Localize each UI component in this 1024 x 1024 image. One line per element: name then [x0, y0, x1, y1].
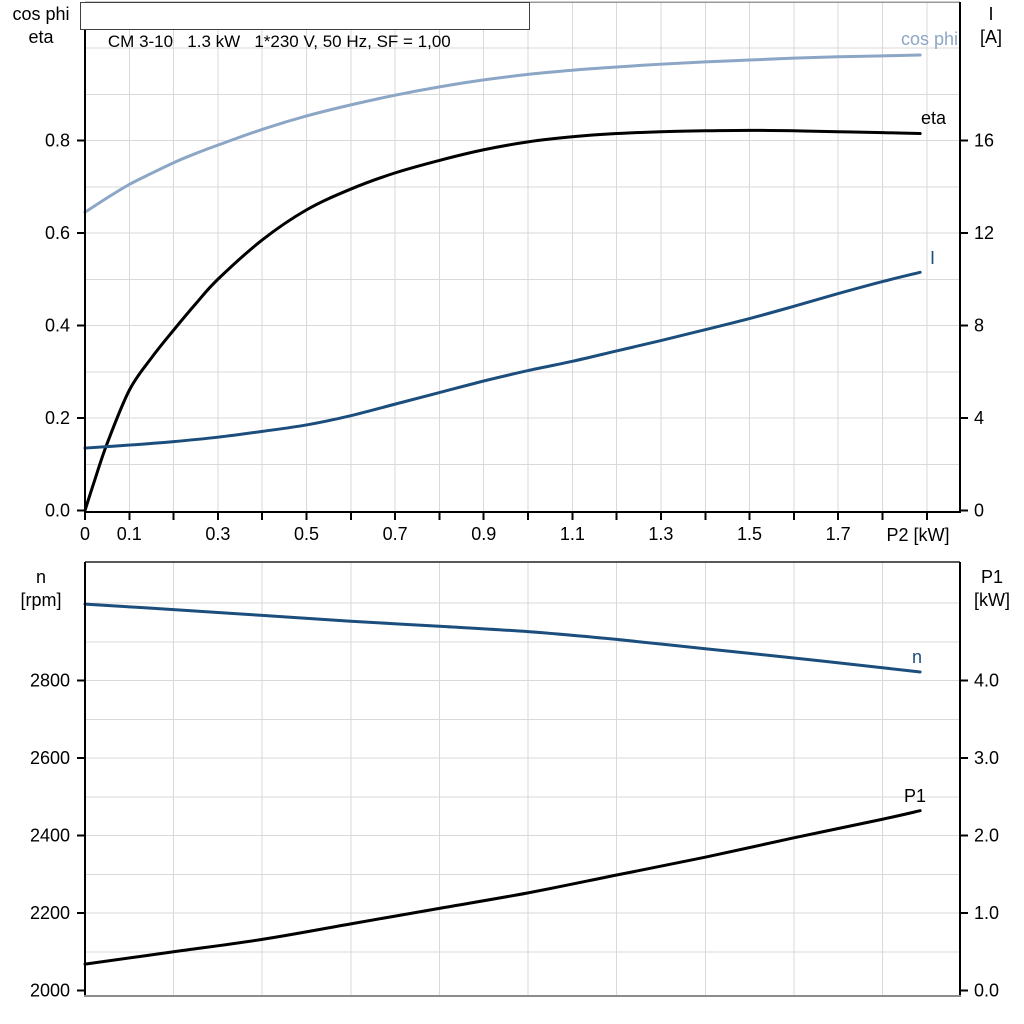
chart-title-box: CM 3-10 1.3 kW 1*230 V, 50 Hz, SF = 1,00: [80, 2, 530, 51]
curve-P1: [83, 809, 922, 966]
y-left-tick-label: 0.2: [45, 408, 70, 428]
y-right-tick-label: 4: [974, 408, 984, 428]
x-tick-label: 0.7: [383, 524, 408, 544]
y-right-axis-unit-ampere: [A]: [979, 27, 1002, 47]
y-right-tick-label: 4.0: [974, 671, 999, 691]
x-tick-label: 0.3: [205, 524, 230, 544]
curve-label-I: I: [930, 248, 935, 268]
y-right-tick-label: 1.0: [974, 903, 999, 923]
curve-label-eta: eta: [921, 108, 947, 128]
y-right-tick-label: 2.0: [974, 826, 999, 846]
curve-label-n: n: [912, 647, 922, 667]
x-tick-label: 0: [80, 524, 90, 544]
curve-label-P1: P1: [904, 786, 926, 806]
y-left-tick-label: 2000: [30, 981, 70, 1001]
x-tick-label: 0.1: [117, 524, 142, 544]
y-left-tick-label: 2400: [30, 826, 70, 846]
y-right-tick-label: 16: [974, 131, 994, 151]
y-right-tick-label: 3.0: [974, 748, 999, 768]
y-right-tick-label: 8: [974, 316, 984, 336]
y-left-tick-label: 0.8: [45, 131, 70, 151]
y-right-axis-unit-kw: [kW]: [974, 590, 1010, 610]
curve-I: [83, 270, 922, 450]
y-left-tick-label: 2600: [30, 748, 70, 768]
y-right-tick-label: 0: [974, 501, 984, 521]
y-left-axis-title-cos-phi: cos phi: [12, 4, 70, 24]
x-tick-label: 1.7: [826, 524, 851, 544]
y-right-tick-label: 12: [974, 223, 994, 243]
y-right-axis-title-p1: P1: [980, 567, 1004, 587]
x-axis-title-p2-kw: P2 [kW]: [886, 525, 950, 545]
curve-cos-phi: [83, 53, 922, 214]
y-right-axis-title-current: I: [988, 4, 994, 24]
y-left-tick-label: 2800: [30, 671, 70, 691]
y-left-axis-title-eta: eta: [28, 27, 54, 47]
x-tick-label: 1.1: [560, 524, 585, 544]
y-left-axis-unit-rpm: [rpm]: [20, 590, 62, 610]
y-left-axis-title-speed: n: [35, 567, 46, 587]
y-left-tick-label: 2200: [30, 903, 70, 923]
chart-title: CM 3-10 1.3 kW 1*230 V, 50 Hz, SF = 1,00: [107, 32, 451, 51]
x-tick-label: 1.5: [737, 524, 762, 544]
y-left-tick-label: 0.6: [45, 223, 70, 243]
y-left-tick-label: 0.4: [45, 316, 70, 336]
y-right-tick-label: 0.0: [974, 981, 999, 1001]
curve-label-cos-phi: cos phi: [901, 29, 958, 49]
curve-n: [83, 602, 922, 674]
x-tick-label: 1.3: [648, 524, 673, 544]
x-tick-label: 0.9: [471, 524, 496, 544]
y-left-tick-label: 0.0: [45, 501, 70, 521]
curve-eta: [83, 128, 922, 512]
x-tick-label: 0.5: [294, 524, 319, 544]
